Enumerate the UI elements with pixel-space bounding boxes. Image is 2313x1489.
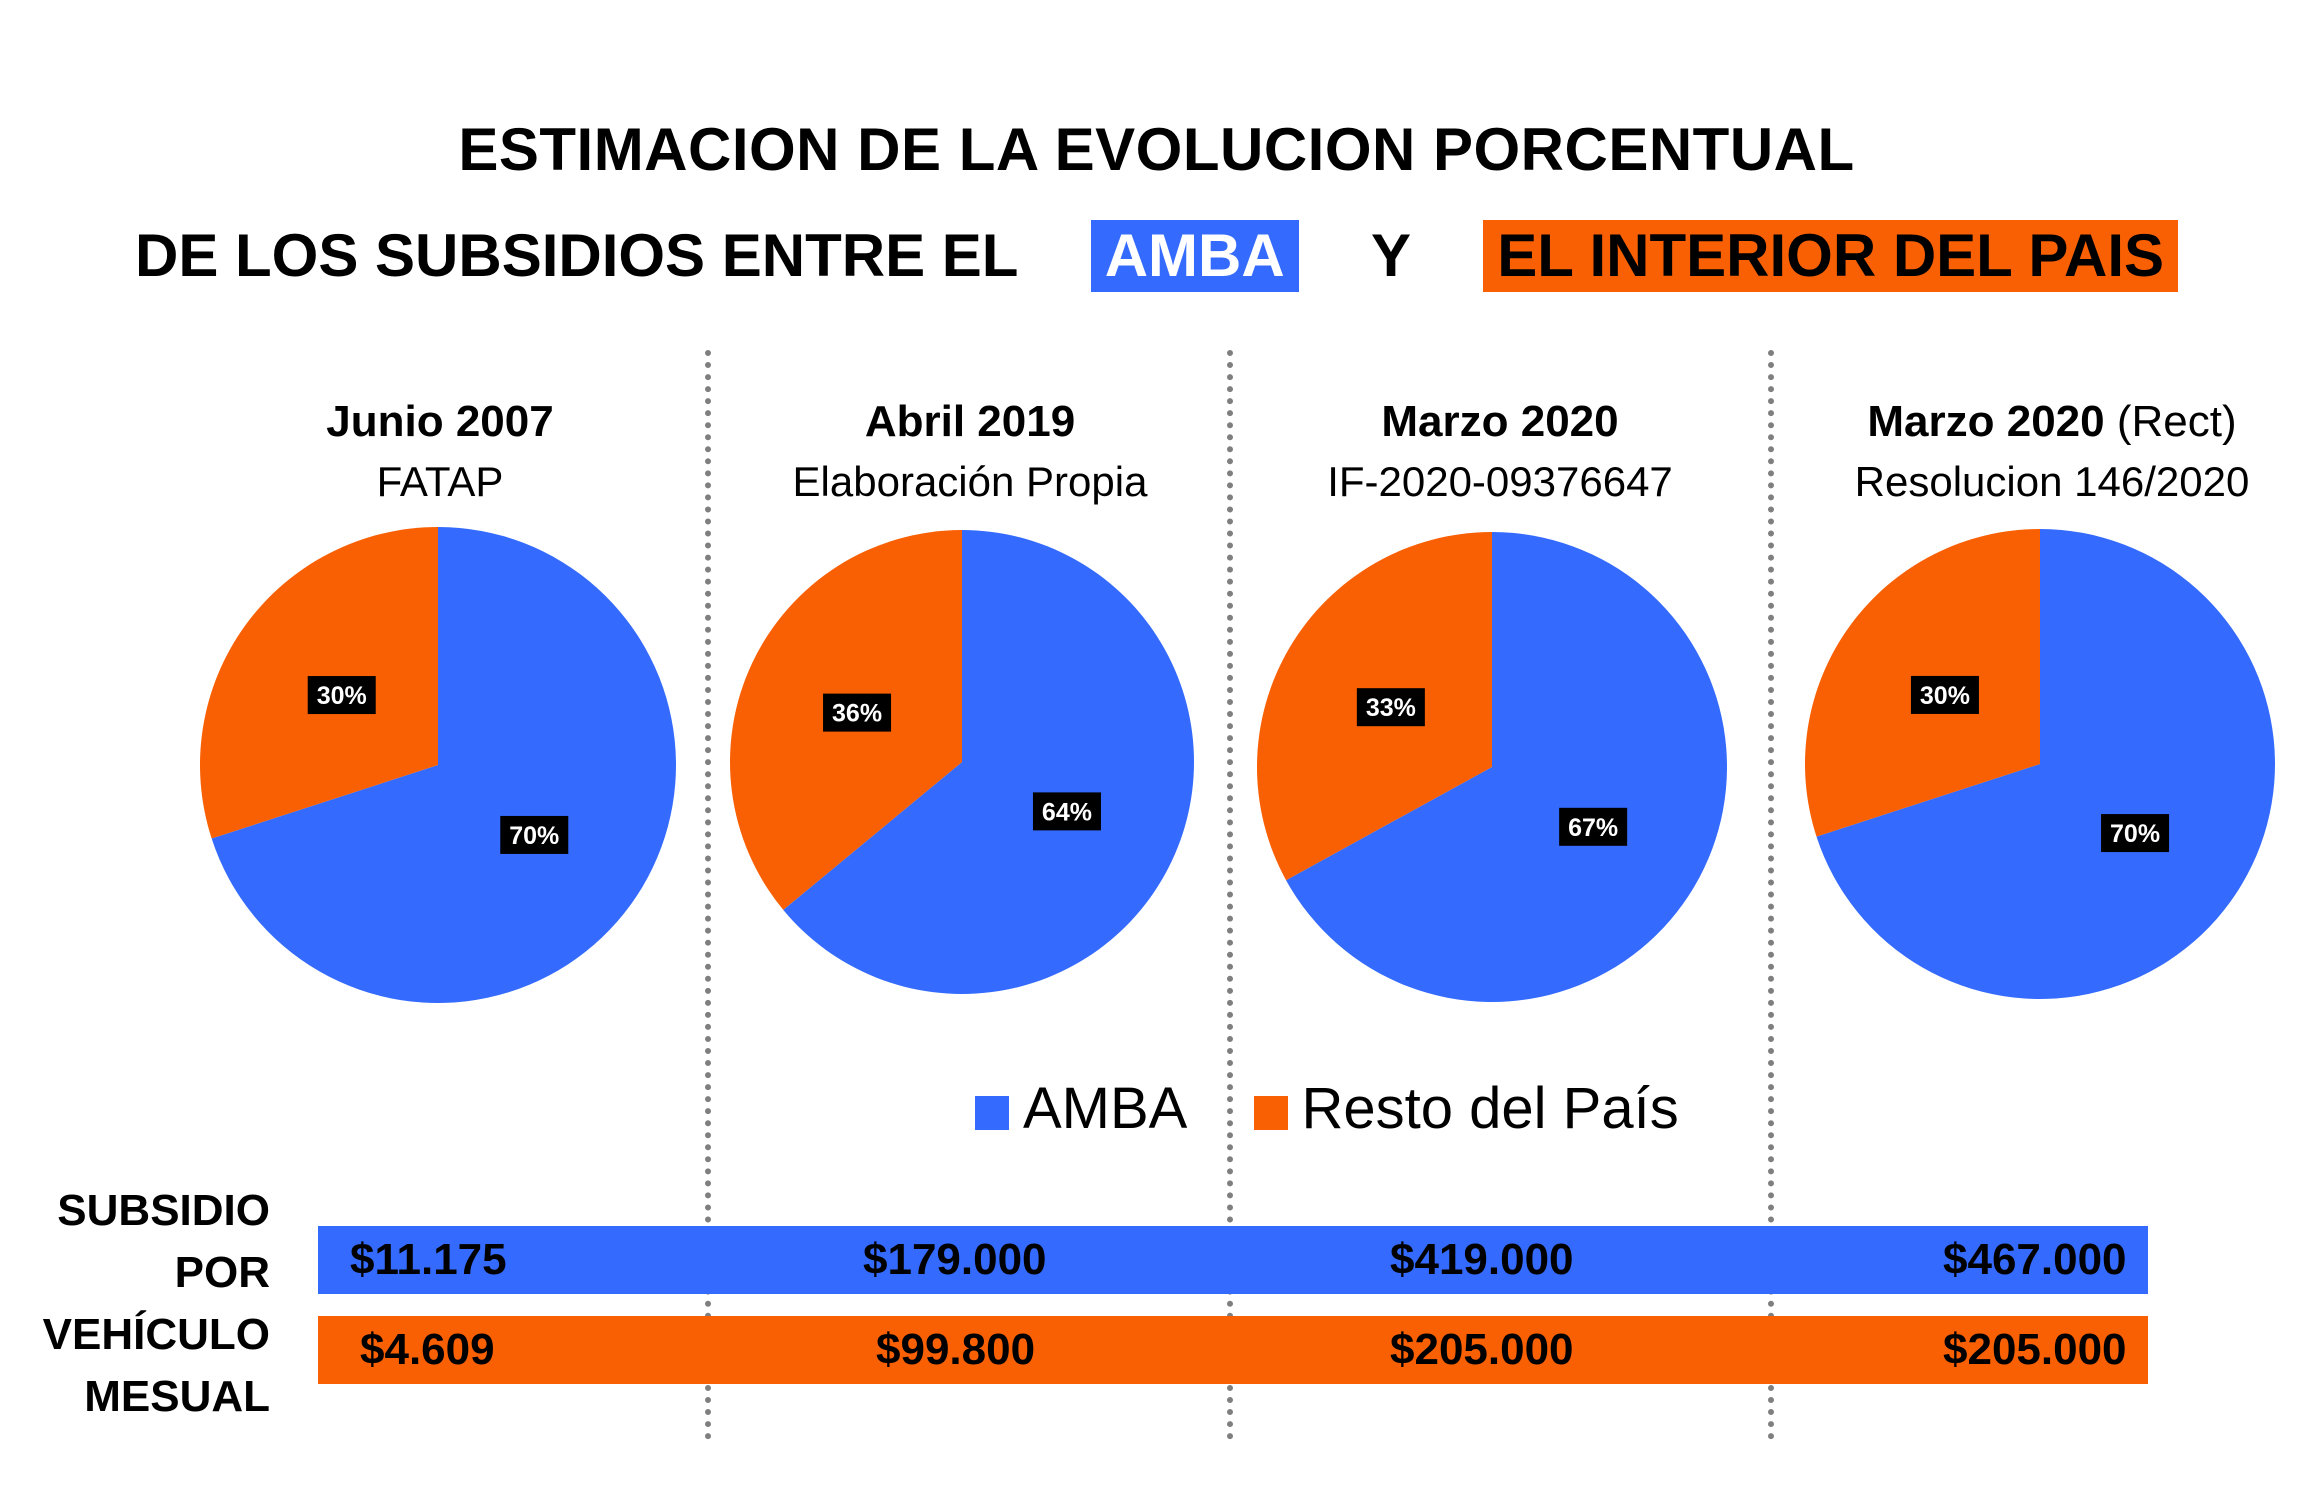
amba-subsidy-value: $467.000 — [1943, 1235, 2127, 1284]
row-label-line-4: MESUAL — [84, 1372, 270, 1421]
panel-3-header: Marzo 2020 IF-2020-09376647 — [1240, 392, 1760, 512]
panel-4-period-main: Marzo 2020 — [1867, 397, 2105, 446]
panel-4-period: Marzo 2020 (Rect) — [1792, 392, 2312, 452]
pie-data-label-box — [1356, 688, 1425, 727]
pie-data-label: 70% — [500, 815, 569, 854]
resto-subsidy-value: $205.000 — [1390, 1325, 1574, 1374]
panel-2-period: Abril 2019 — [864, 397, 1076, 446]
pie-data-label-box — [1559, 807, 1628, 846]
row-label-line-2: POR — [174, 1248, 270, 1297]
panel-1-header: Junio 2007 FATAP — [180, 392, 700, 512]
resto-subsidy-bar: $4.609 $99.800 $205.000 $205.000 — [318, 1316, 2148, 1384]
pie-data-label-text: 30% — [317, 682, 367, 710]
row-label-line-1: SUBSIDIO — [57, 1186, 270, 1235]
pie-data-label-text: 36% — [832, 700, 882, 728]
panel-4-source: Resolucion 146/2020 — [1854, 458, 2250, 505]
legend-label-amba: AMBA — [1023, 1076, 1188, 1141]
panel-1-period: Junio 2007 — [326, 397, 554, 446]
pie-data-label-text: 30% — [1920, 682, 1970, 710]
resto-subsidy-value: $4.609 — [360, 1325, 495, 1374]
resto-subsidy-value: $205.000 — [1943, 1325, 2127, 1374]
amba-subsidy-bar: $11.175 $179.000 $419.000 $467.000 — [318, 1226, 2148, 1294]
pie-data-label-text: 33% — [1366, 694, 1416, 722]
interior-tag: EL INTERIOR DEL PAIS — [1483, 220, 2179, 292]
pie-slice-amba — [211, 527, 676, 1004]
panel-3-source: IF-2020-09376647 — [1327, 458, 1673, 505]
separator-3 — [1768, 350, 1774, 1440]
separator-2 — [1227, 350, 1233, 1440]
pie-data-label-box — [823, 693, 892, 732]
pie-data-label-text: 64% — [1042, 798, 1092, 826]
amba-tag: AMBA — [1090, 220, 1299, 292]
panel-2-source: Elaboración Propia — [792, 458, 1148, 505]
legend-label-resto: Resto del País — [1301, 1076, 1679, 1141]
pie-slice-amba — [1816, 529, 2275, 999]
pie-data-label: 36% — [823, 693, 892, 732]
pie-data-label-box — [307, 676, 376, 715]
pie-slice-amba — [1286, 532, 1727, 1002]
pie-data-label: 30% — [307, 676, 376, 715]
legend: AMBA Resto del País — [975, 1075, 1729, 1142]
title-prefix: DE LOS SUBSIDIOS ENTRE EL — [134, 222, 1018, 289]
pie-data-label-box — [1910, 675, 1979, 714]
pie-data-label-text: 70% — [509, 822, 559, 850]
panel-2-header: Abril 2019 Elaboración Propia — [710, 392, 1230, 512]
title-connector: Y — [1370, 222, 1410, 289]
pie-data-label: 64% — [1032, 792, 1101, 831]
amba-subsidy-value: $419.000 — [1390, 1235, 1574, 1284]
resto-subsidy-value: $99.800 — [876, 1325, 1036, 1374]
pie-data-label-box — [500, 815, 569, 854]
pie-data-label-text: 70% — [2110, 820, 2160, 848]
pie-data-label-box — [2101, 814, 2170, 853]
pie-data-label: 70% — [2101, 814, 2170, 853]
pie-data-label: 67% — [1559, 807, 1628, 846]
legend-swatch-amba — [975, 1095, 1009, 1130]
separator-1 — [705, 350, 711, 1440]
chart-title-line2: DE LOS SUBSIDIOS ENTRE EL AMBA Y EL INTE… — [0, 220, 2313, 292]
amba-subsidy-value: $11.175 — [350, 1235, 507, 1284]
pie-data-label: 33% — [1356, 688, 1425, 727]
legend-item-amba: AMBA — [975, 1075, 1187, 1142]
panel-3-period: Marzo 2020 — [1381, 397, 1619, 446]
row-label-line-3: VEHÍCULO — [42, 1310, 270, 1359]
pie-data-label: 30% — [1910, 675, 1979, 714]
panel-4-header: Marzo 2020 (Rect) Resolucion 146/2020 — [1792, 392, 2312, 512]
pie-data-label-box — [1032, 792, 1101, 831]
amba-subsidy-value: $179.000 — [863, 1235, 1047, 1284]
panel-4-period-note: (Rect) — [2116, 397, 2237, 446]
chart-title-line1: ESTIMACION DE LA EVOLUCION PORCENTUAL — [458, 116, 1855, 183]
panel-1-source: FATAP — [376, 458, 504, 505]
subsidy-row-label: SUBSIDIO POR VEHÍCULO MESUAL — [40, 1180, 270, 1428]
pie-data-label-text: 67% — [1568, 814, 1618, 842]
pie-slice-amba — [783, 530, 1194, 995]
legend-swatch-resto — [1253, 1095, 1288, 1130]
legend-item-resto: Resto del País — [1253, 1075, 1679, 1142]
